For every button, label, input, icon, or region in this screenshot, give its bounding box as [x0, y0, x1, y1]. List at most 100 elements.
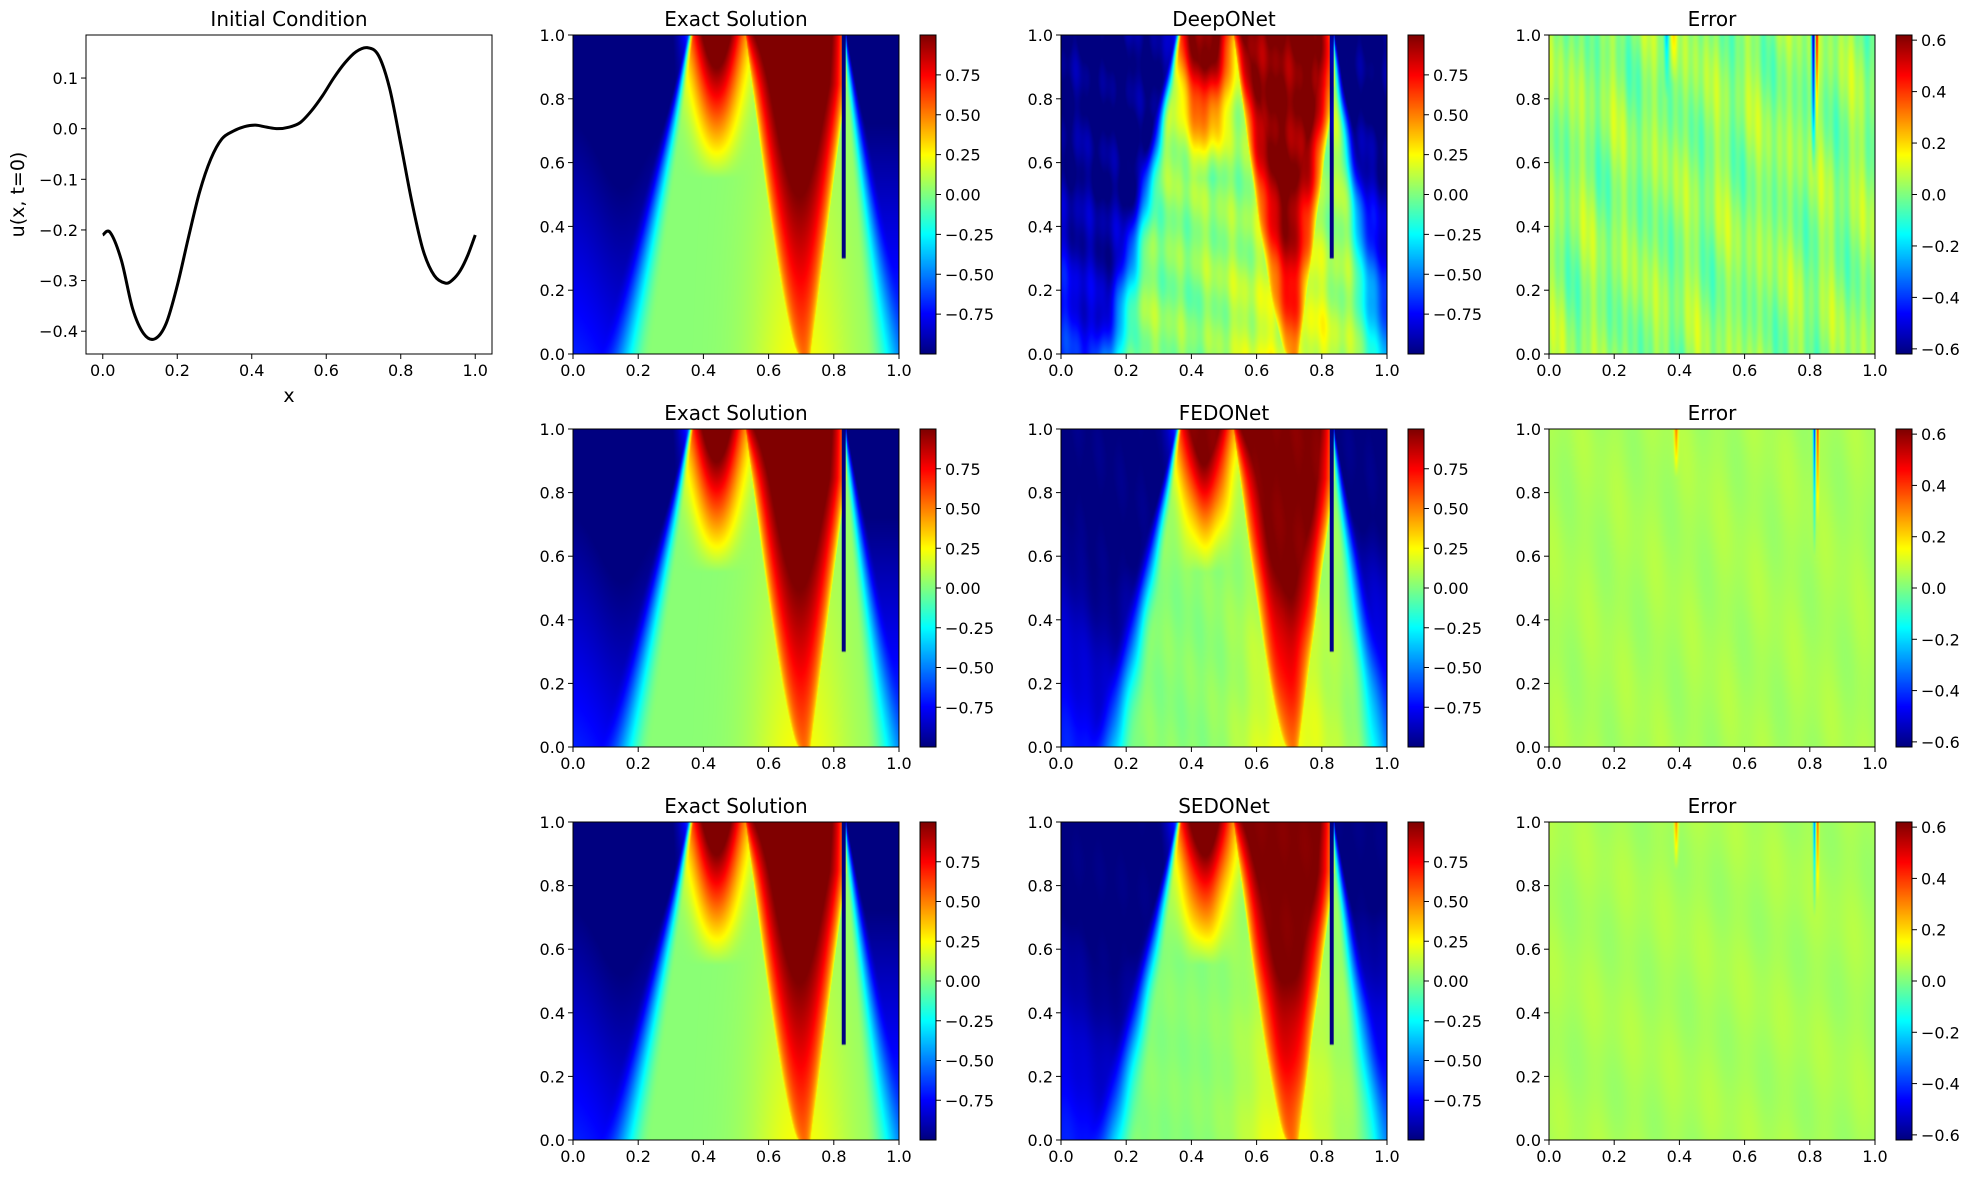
colorbar-tick-label: −0.75	[1433, 305, 1482, 324]
y-tick-label: −0.2	[39, 221, 78, 240]
panel-title: Error	[1688, 401, 1738, 425]
colorbar-tick-label: 0.0	[1921, 186, 1946, 205]
colorbar-tick-label: 0.0	[1921, 972, 1946, 991]
y-tick-label: 0.2	[1028, 281, 1053, 300]
panel-r2c2: FEDONet 0.0 0.2 0.4 0.6 0.8 1.0 0.0 0.2 0.4 0.6 0.8…	[1028, 401, 1482, 773]
x-tick-label: 0.8	[1309, 1147, 1334, 1166]
y-tick-label: 0.8	[1028, 877, 1053, 896]
x-tick-label: 0.4	[691, 361, 716, 380]
y-tick-label: 0.8	[1516, 90, 1541, 109]
x-tick-label: 0.8	[821, 754, 846, 773]
y-tick-label: 0.4	[540, 611, 565, 630]
colorbar-tick-label: 0.0	[1921, 579, 1946, 598]
colorbar-tick-label: 0.50	[945, 106, 981, 125]
y-tick-label: 0.0	[1516, 1131, 1541, 1150]
y-tick-label: 0.0	[1028, 738, 1053, 757]
y-tick-label: 0.6	[1516, 154, 1541, 173]
x-tick-label: 0.4	[1667, 361, 1692, 380]
x-tick-label: 0.6	[756, 1147, 781, 1166]
panel-title: DeepONet	[1172, 7, 1276, 31]
y-tick-label: 0.8	[1028, 90, 1053, 109]
colorbar-tick-label: −0.2	[1921, 1023, 1960, 1042]
x-tick-label: 0.2	[1113, 361, 1138, 380]
x-tick-label: 0.2	[625, 754, 650, 773]
x-tick-label: 1.0	[1862, 1147, 1887, 1166]
colorbar-tick-label: −0.25	[945, 225, 994, 244]
colorbar-tick-label: 0.00	[945, 972, 981, 991]
x-tick-label: 0.4	[1179, 1147, 1204, 1166]
colorbar-tick-label: −0.75	[945, 1091, 994, 1110]
y-tick-label: 0.0	[1516, 345, 1541, 364]
x-tick-label: 0.6	[1244, 1147, 1269, 1166]
colorbar-tick-label: −0.50	[945, 659, 994, 678]
y-tick-label: 0.8	[1516, 484, 1541, 503]
y-tick-label: 0.8	[1516, 877, 1541, 896]
x-tick-label: 0.4	[1179, 754, 1204, 773]
colorbar-tick-label: 0.50	[1433, 893, 1469, 912]
panel-ic: Initial Condition 0.0 0.2 0.4 0.6 0.8 1.0 0.1 0.…	[7, 7, 493, 407]
x-tick-label: 1.0	[886, 361, 911, 380]
x-tick-label: 0.8	[1797, 1147, 1822, 1166]
colorbar-gradient	[1896, 822, 1912, 1140]
colorbar-tick-label: 0.75	[1433, 66, 1469, 85]
panel-r3c3: Error 0.0 0.2 0.4 0.6 0.8 1.0 0.0 0.2 0.4 0.6 0.8 1.…	[1516, 794, 1960, 1166]
colorbar-gradient	[1408, 35, 1424, 354]
y-tick-label: 0.4	[1028, 217, 1053, 236]
panel-r1c2: DeepONet 0.0 0.2 0.4 0.6 0.8 1.0 0.0 0.2 0.4 0.6 0.…	[1028, 7, 1482, 380]
y-tick-label: 0.0	[1516, 738, 1541, 757]
x-tick-label: 0.4	[1667, 754, 1692, 773]
y-tick-label: 0.2	[540, 674, 565, 693]
x-tick-label: 0.8	[1309, 361, 1334, 380]
x-tick-label: 0.6	[1732, 754, 1757, 773]
y-tick-label: 1.0	[1516, 26, 1541, 45]
panel-title: Exact Solution	[664, 794, 807, 818]
x-tick-label: 0.0	[1536, 1147, 1561, 1166]
colorbar-tick-label: 0.50	[945, 893, 981, 912]
y-axis-label: u(x, t=0)	[7, 152, 29, 238]
y-tick-label: 0.0	[53, 120, 78, 139]
x-tick-label: 0.8	[1797, 361, 1822, 380]
colorbar-tick-label: 0.6	[1921, 818, 1946, 837]
y-tick-label: 0.4	[540, 1004, 565, 1023]
y-tick-label: 0.6	[1028, 940, 1053, 959]
y-tick-label: 0.6	[1516, 547, 1541, 566]
colorbar-tick-label: −0.25	[1433, 619, 1482, 638]
colorbar-tick-label: 0.75	[945, 853, 981, 872]
x-tick-label: 0.6	[1244, 754, 1269, 773]
colorbar-tick-label: 0.25	[945, 146, 981, 165]
y-tick-label: 0.0	[540, 738, 565, 757]
colorbar: 0.75 0.50 0.25 0.00 −0.25 −0.50 −0.75	[919, 34, 994, 355]
x-tick-label: 0.4	[1667, 1147, 1692, 1166]
y-tick-label: 0.2	[540, 1067, 565, 1086]
x-tick-label: 0.4	[691, 1147, 716, 1166]
y-tick-label: 0.8	[540, 484, 565, 503]
x-tick-label: 0.0	[560, 1147, 585, 1166]
colorbar-gradient	[920, 429, 936, 747]
y-tick-label: 0.0	[540, 345, 565, 364]
panel-r2c1: Exact Solution 0.0 0.2 0.4 0.6 0.8 1.0 0.0 0.2 0.…	[540, 401, 994, 773]
colorbar-tick-label: 0.50	[945, 500, 981, 519]
x-tick-label: 0.2	[1601, 754, 1626, 773]
colorbar-tick-label: 0.25	[945, 932, 981, 951]
y-tick-label: 1.0	[540, 813, 565, 832]
y-tick-label: 0.8	[540, 877, 565, 896]
colorbar-tick-label: 0.00	[1433, 579, 1469, 598]
y-tick-label: 0.2	[1516, 674, 1541, 693]
x-tick-label: 0.8	[821, 1147, 846, 1166]
colorbar: 0.75 0.50 0.25 0.00 −0.25 −0.50 −0.75	[919, 428, 994, 748]
y-tick-label: 0.6	[540, 547, 565, 566]
x-tick-label: 0.2	[1601, 1147, 1626, 1166]
panel-title: SEDONet	[1178, 794, 1270, 818]
x-tick-label: 0.0	[1536, 754, 1561, 773]
plot-area	[86, 35, 492, 354]
x-tick-label: 1.0	[886, 1147, 911, 1166]
colorbar-tick-label: 0.25	[1433, 932, 1469, 951]
colorbar-tick-label: −0.75	[1433, 698, 1482, 717]
colorbar-tick-label: −0.75	[945, 305, 994, 324]
y-tick-label: 1.0	[1028, 813, 1053, 832]
x-tick-label: 0.6	[1732, 361, 1757, 380]
colorbar-tick-label: −0.75	[945, 698, 994, 717]
colorbar-tick-label: 0.25	[1433, 146, 1469, 165]
colorbar-tick-label: 0.50	[1433, 500, 1469, 519]
colorbar-gradient	[920, 35, 936, 354]
